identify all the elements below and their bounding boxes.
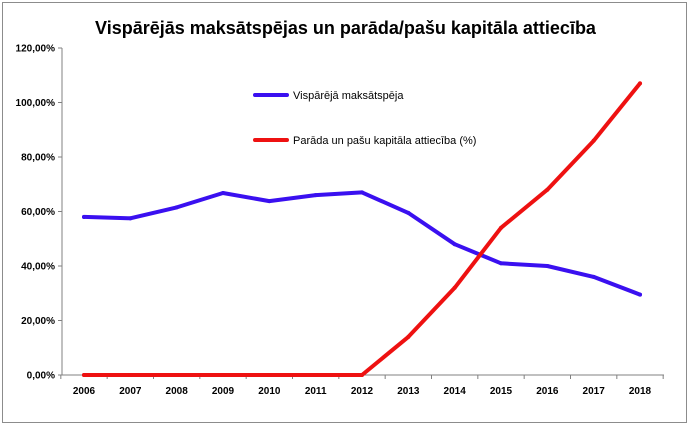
x-tick-label: 2016 <box>536 386 559 397</box>
y-tick-label: 40,00% <box>21 262 55 273</box>
data-point <box>499 225 503 230</box>
data-point <box>221 373 225 377</box>
data-point <box>545 187 550 192</box>
x-tick-label: 2014 <box>444 386 467 397</box>
x-tick-label: 2007 <box>119 386 142 397</box>
legend-label-1: Vispārējā maksātspēja <box>293 90 404 102</box>
x-tick-label: 2011 <box>305 386 327 397</box>
data-point <box>313 193 318 198</box>
legend-label-2: Parāda un pašu kapitāla attiecība (%) <box>293 135 476 147</box>
x-tick-label: 2018 <box>629 386 652 397</box>
data-point <box>174 205 179 210</box>
data-point <box>82 214 86 219</box>
data-point <box>174 373 179 377</box>
series-line-1 <box>82 190 642 297</box>
y-tick-label: 120,00% <box>16 44 56 55</box>
data-point <box>638 292 642 297</box>
data-point <box>406 334 411 339</box>
y-tick-label: 20,00% <box>21 316 55 327</box>
x-tick-label: 2009 <box>212 386 235 397</box>
x-tick-label: 2010 <box>258 386 281 397</box>
data-point <box>545 264 550 268</box>
data-point <box>591 274 596 279</box>
x-tick-label: 2012 <box>351 386 374 397</box>
data-point <box>360 190 364 195</box>
y-tick-label: 0,00% <box>27 371 55 382</box>
chart-title: Vispārējās maksātspējas un parāda/pašu k… <box>95 18 596 38</box>
x-tick-label: 2015 <box>490 386 513 397</box>
y-tick-label: 60,00% <box>21 207 55 218</box>
data-point <box>128 373 133 377</box>
data-point <box>499 261 503 266</box>
data-point <box>221 190 225 195</box>
y-tick-label: 80,00% <box>21 153 55 164</box>
data-point <box>128 216 133 221</box>
data-point <box>313 373 318 377</box>
data-point <box>452 242 457 247</box>
data-point <box>360 373 364 377</box>
data-point <box>267 199 272 204</box>
data-point <box>452 285 457 290</box>
x-tick-label: 2008 <box>166 386 189 397</box>
series-line-2 <box>82 81 642 377</box>
data-point <box>82 373 86 377</box>
y-tick-label: 100,00% <box>16 98 56 109</box>
data-point <box>591 138 596 143</box>
x-tick-label: 2006 <box>73 386 96 397</box>
x-tick-label: 2017 <box>583 386 606 397</box>
data-point <box>638 81 642 86</box>
chart-frame <box>2 2 687 423</box>
data-point <box>406 210 411 215</box>
data-point <box>267 373 272 377</box>
x-tick-label: 2013 <box>397 386 420 397</box>
